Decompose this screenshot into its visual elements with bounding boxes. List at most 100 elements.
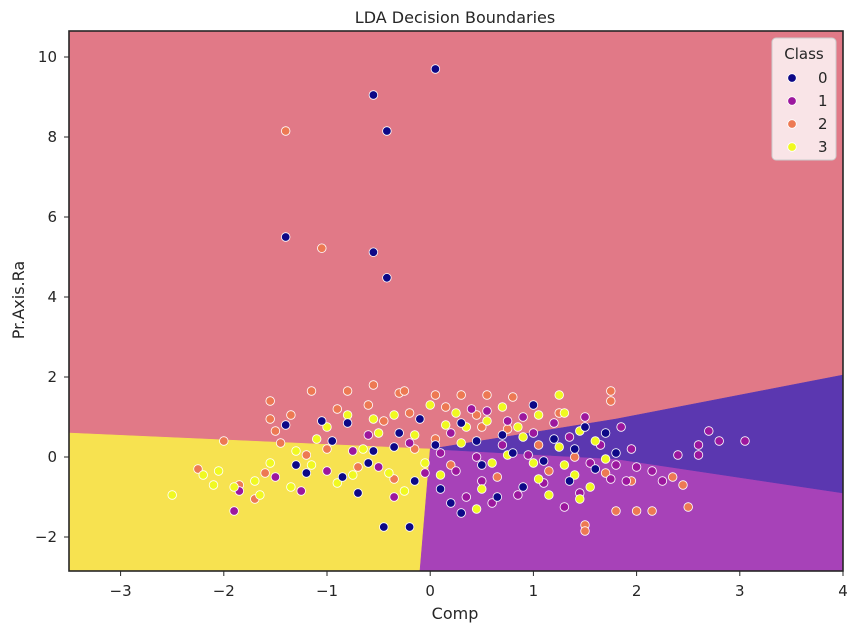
point-class-3 bbox=[559, 460, 570, 470]
point-class-3 bbox=[358, 444, 368, 454]
point-class-3 bbox=[477, 484, 487, 494]
point-class-2 bbox=[342, 386, 353, 396]
point-class-1 bbox=[270, 472, 281, 482]
point-class-3 bbox=[399, 486, 410, 496]
point-class-0 bbox=[379, 522, 389, 532]
point-class-3 bbox=[487, 458, 497, 468]
point-class-2 bbox=[389, 474, 399, 484]
plot-frame bbox=[68, 30, 844, 572]
point-class-3 bbox=[533, 410, 544, 420]
point-class-0 bbox=[564, 476, 575, 486]
point-class-1 bbox=[714, 436, 724, 446]
point-class-1 bbox=[673, 450, 683, 460]
point-class-3 bbox=[554, 442, 564, 452]
point-class-1 bbox=[626, 444, 637, 454]
point-class-0 bbox=[446, 498, 456, 508]
point-class-3 bbox=[368, 414, 379, 424]
point-class-2 bbox=[219, 436, 229, 446]
point-class-3 bbox=[559, 408, 570, 418]
point-class-3 bbox=[544, 490, 554, 500]
point-class-3 bbox=[255, 490, 265, 500]
point-class-2 bbox=[322, 444, 332, 454]
point-class-0 bbox=[337, 472, 348, 482]
point-class-1 bbox=[296, 486, 306, 496]
point-class-1 bbox=[611, 460, 621, 470]
x-tick-label: 4 bbox=[838, 582, 848, 600]
point-class-0 bbox=[435, 484, 446, 494]
point-class-1 bbox=[229, 506, 239, 516]
point-class-1 bbox=[693, 450, 704, 460]
point-class-2 bbox=[353, 462, 363, 472]
point-class-2 bbox=[446, 460, 456, 470]
point-class-0 bbox=[430, 440, 441, 450]
point-class-3 bbox=[497, 402, 508, 412]
point-class-1 bbox=[740, 436, 750, 446]
point-class-3 bbox=[384, 468, 394, 478]
point-class-2 bbox=[430, 390, 441, 400]
y-axis-label: Pr.Axis.Ra bbox=[9, 261, 28, 339]
point-class-1 bbox=[461, 492, 472, 502]
point-class-1 bbox=[451, 466, 461, 476]
legend-box bbox=[771, 37, 837, 161]
point-class-3 bbox=[554, 390, 564, 400]
point-class-2 bbox=[317, 243, 327, 253]
point-class-1 bbox=[631, 462, 642, 472]
point-class-2 bbox=[332, 404, 343, 414]
point-class-1 bbox=[348, 446, 358, 456]
point-class-0 bbox=[363, 458, 374, 468]
point-class-1 bbox=[497, 440, 508, 450]
point-class-2 bbox=[363, 400, 374, 410]
point-class-0 bbox=[368, 90, 379, 100]
point-class-2 bbox=[265, 396, 275, 406]
point-class-2 bbox=[668, 472, 678, 482]
point-class-2 bbox=[611, 506, 621, 516]
x-tick-label: 2 bbox=[632, 582, 642, 600]
point-class-2 bbox=[482, 390, 492, 400]
legend-marker-3 bbox=[787, 142, 797, 152]
point-class-1 bbox=[363, 430, 374, 440]
point-class-0 bbox=[368, 446, 379, 456]
point-class-3 bbox=[435, 470, 446, 480]
point-class-1 bbox=[585, 458, 595, 468]
point-class-3 bbox=[167, 490, 177, 500]
point-class-1 bbox=[373, 462, 384, 472]
point-class-1 bbox=[513, 490, 523, 500]
point-class-0 bbox=[291, 460, 301, 470]
point-class-2 bbox=[404, 408, 415, 418]
point-class-2 bbox=[580, 526, 590, 536]
scatter-points bbox=[167, 64, 750, 536]
point-class-3 bbox=[528, 458, 539, 468]
point-class-3 bbox=[518, 432, 528, 442]
point-class-0 bbox=[382, 273, 392, 283]
point-class-1 bbox=[389, 492, 399, 502]
point-class-0 bbox=[549, 434, 559, 444]
point-class-2 bbox=[492, 472, 503, 482]
point-class-2 bbox=[410, 444, 420, 454]
point-class-3 bbox=[286, 482, 296, 492]
point-class-3 bbox=[208, 480, 219, 490]
point-class-2 bbox=[477, 422, 487, 432]
point-class-1 bbox=[528, 428, 539, 438]
point-class-3 bbox=[420, 458, 430, 468]
point-class-3 bbox=[441, 420, 451, 430]
point-class-0 bbox=[342, 418, 353, 428]
point-class-0 bbox=[394, 428, 404, 438]
y-tick-label: 8 bbox=[47, 128, 57, 146]
point-class-0 bbox=[600, 428, 611, 438]
point-class-1 bbox=[502, 416, 513, 426]
point-class-1 bbox=[446, 428, 456, 438]
point-class-0 bbox=[539, 456, 549, 466]
x-tick-label: −1 bbox=[316, 582, 338, 600]
point-class-2 bbox=[508, 392, 518, 402]
point-class-0 bbox=[528, 400, 539, 410]
point-class-3 bbox=[570, 470, 580, 480]
point-class-2 bbox=[265, 414, 275, 424]
point-class-0 bbox=[518, 482, 528, 492]
point-class-3 bbox=[291, 446, 301, 456]
point-class-0 bbox=[281, 232, 291, 242]
legend-label-3: 3 bbox=[818, 138, 828, 156]
point-class-2 bbox=[193, 464, 203, 474]
point-class-2 bbox=[533, 440, 544, 450]
x-tick-label: −2 bbox=[213, 582, 235, 600]
